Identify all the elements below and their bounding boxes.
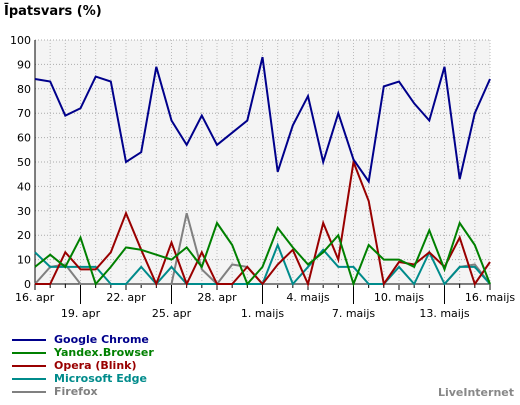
y-tick-label: 40 — [17, 180, 31, 193]
legend-swatch — [12, 378, 46, 380]
y-tick-label: 80 — [17, 83, 31, 96]
legend-swatch — [12, 352, 46, 354]
x-tick-label: 19. apr — [61, 307, 101, 320]
legend-label: Firefox — [54, 385, 98, 398]
plot-svg: 0 10 20 30 40 50 60 70 80 90 100 16. apr 19. apr 22. … — [10, 34, 516, 320]
x-tick-label: 7. maijs — [332, 307, 376, 320]
legend-swatch — [12, 391, 46, 393]
y-tick-label: 0 — [24, 278, 31, 291]
x-tick-label: 22. apr — [106, 291, 146, 304]
y-tick-label: 100 — [10, 34, 31, 47]
legend-label: Yandex.Browser — [54, 346, 154, 359]
x-tick-label: 1. maijs — [241, 307, 285, 320]
chart-title: Īpatsvars (%) — [4, 4, 102, 19]
legend-label: Google Chrome — [54, 333, 149, 346]
y-tick-label: 70 — [17, 107, 31, 120]
x-tick-label: 25. apr — [152, 307, 192, 320]
x-tick-label: 10. maijs — [374, 291, 425, 304]
series-line-google-chrome — [34, 56, 491, 185]
y-tick-label: 30 — [17, 205, 31, 218]
legend-label: Opera (Blink) — [54, 359, 137, 372]
legend-swatch — [12, 365, 46, 367]
y-tick-label: 60 — [17, 132, 31, 145]
y-tick-label: 10 — [17, 254, 31, 267]
y-tick-label: 20 — [17, 229, 31, 242]
x-tick-label: 13. maijs — [419, 307, 470, 320]
x-tick-label: 16. maijs — [465, 291, 516, 304]
watermark: LiveInternet — [437, 386, 514, 399]
legend-swatch — [12, 339, 46, 341]
x-tick-label: 16. apr — [15, 291, 55, 304]
series-line-yandex-browser — [34, 220, 491, 288]
x-tick-label: 28. apr — [197, 291, 237, 304]
x-tick-label: 4. maijs — [286, 291, 330, 304]
y-tick-label: 90 — [17, 58, 31, 71]
legend-label: Microsoft Edge — [54, 372, 147, 385]
y-tick-label: 50 — [17, 156, 31, 169]
